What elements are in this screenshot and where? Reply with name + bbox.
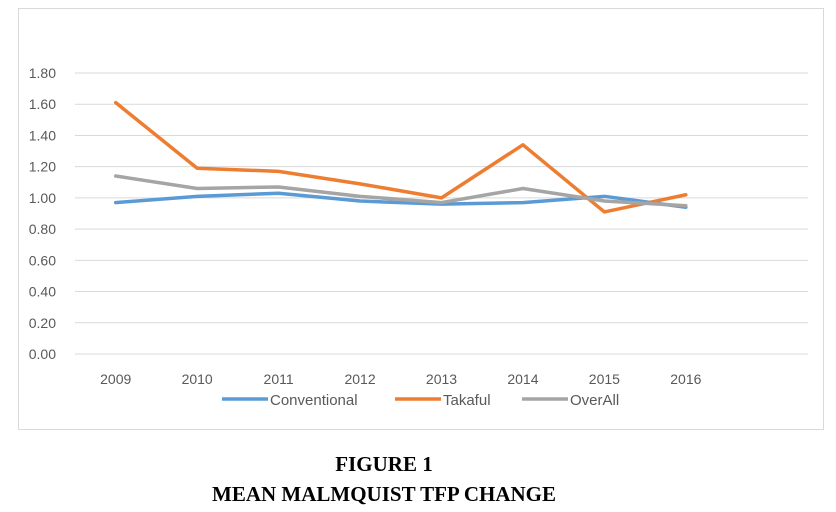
y-tick-label: 0.80	[29, 221, 56, 237]
legend-label: Conventional	[270, 392, 358, 409]
y-tick-label: 1.40	[29, 127, 56, 143]
y-tick-label: 0.40	[29, 284, 56, 300]
y-tick-label: 0.00	[29, 346, 56, 362]
y-tick-label: 1.20	[29, 159, 56, 175]
chart-frame	[18, 8, 824, 430]
x-tick-label: 2010	[182, 371, 213, 387]
legend-label: OverAll	[570, 392, 619, 409]
line-chart: 0.00 0.20 0.40 0.60 0.80 1.00 1.20 1.40 1.60 1.80…	[29, 65, 808, 409]
x-tick-label: 2014	[507, 371, 538, 387]
y-tick-label: 1.00	[29, 190, 56, 206]
x-tick-label: 2011	[264, 371, 294, 387]
y-tick-label: 1.80	[29, 65, 56, 81]
figure-number: FIGURE 1	[335, 452, 433, 476]
legend-label: Takaful	[443, 392, 491, 409]
x-tick-label: 2013	[426, 371, 457, 387]
x-tick-label: 2012	[344, 371, 375, 387]
y-tick-label: 0.20	[29, 315, 56, 331]
series-line-takaful	[113, 100, 688, 214]
x-tick-label: 2009	[100, 371, 131, 387]
y-tick-label: 0.60	[29, 252, 56, 268]
y-tick-label: 1.60	[29, 96, 56, 112]
x-tick-label: 2016	[670, 371, 701, 387]
x-tick-label: 2015	[589, 371, 620, 387]
series-line-overall	[113, 174, 688, 208]
figure-title: MEAN MALMQUIST TFP CHANGE	[212, 482, 556, 506]
